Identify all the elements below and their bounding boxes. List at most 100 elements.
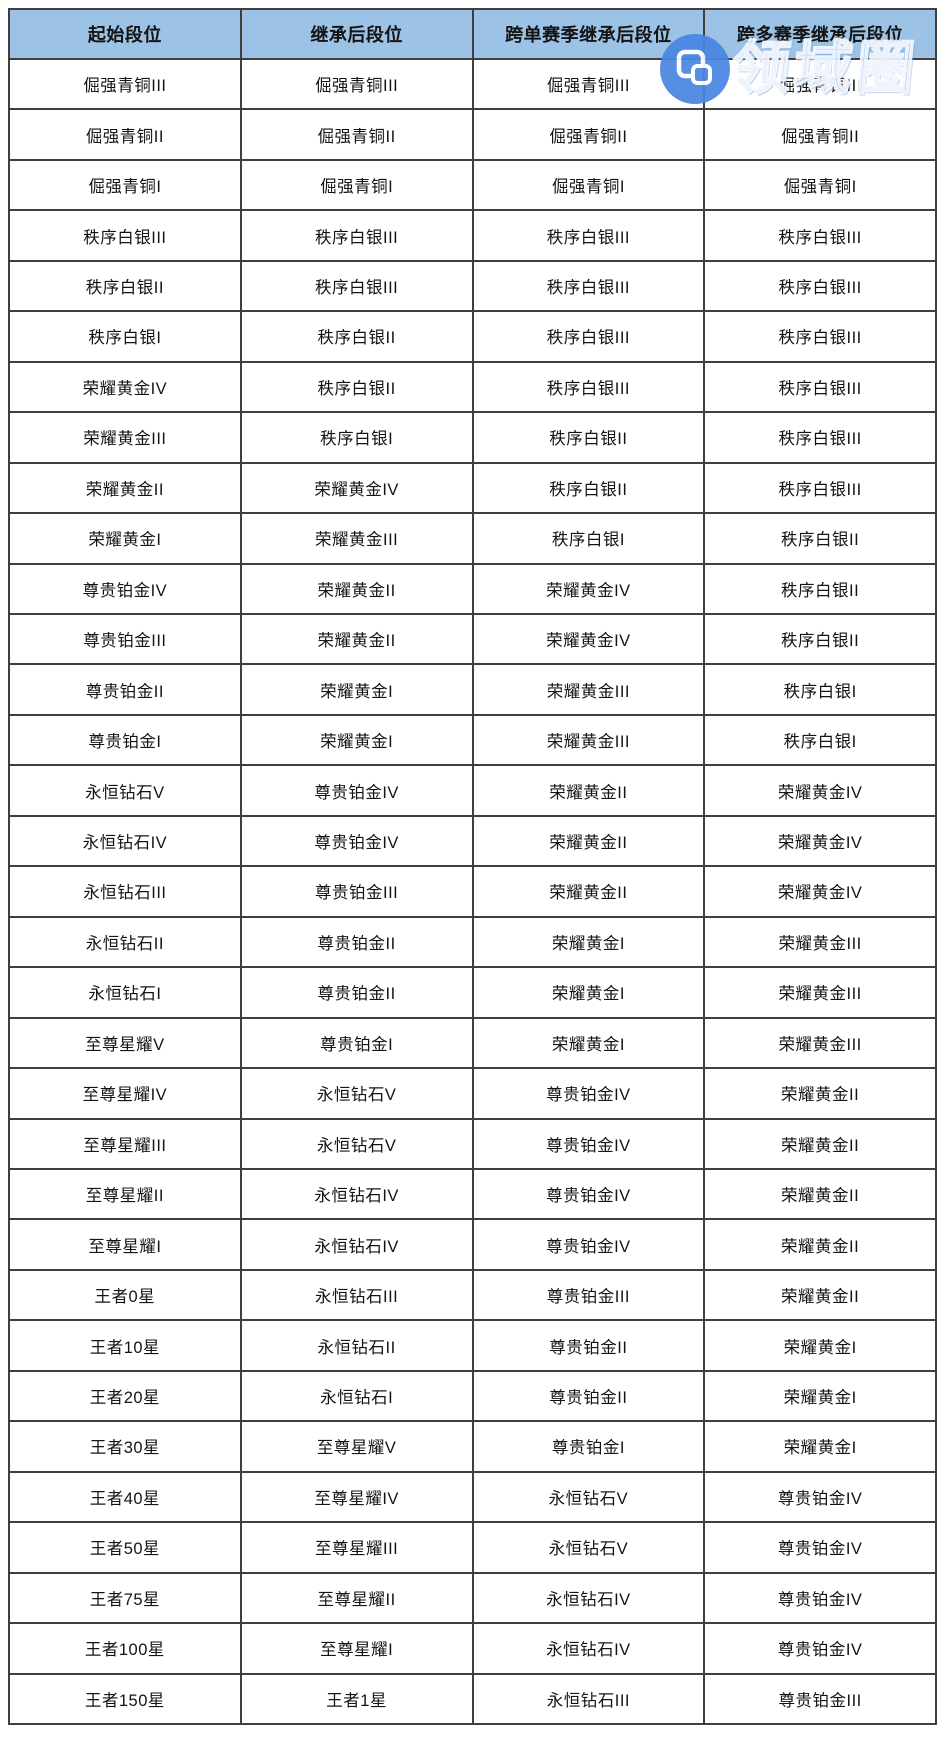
cell-inherited-rank: 荣耀黄金III: [239, 512, 474, 565]
cell-start-rank: 倔强青铜III: [8, 57, 242, 111]
table-row: 尊贵铂金III 荣耀黄金II 荣耀黄金IV 秩序白银II: [8, 612, 937, 666]
cell-start-rank: 王者30星: [8, 1420, 242, 1473]
cell-multi-season-rank: 荣耀黄金II: [703, 1067, 937, 1120]
cell-multi-season-rank: 倔强青铜I: [703, 158, 937, 212]
table-row: 至尊星耀III 永恒钻石V 尊贵铂金IV 荣耀黄金II: [8, 1117, 937, 1170]
table-row: 倔强青铜II 倔强青铜II 倔强青铜II 倔强青铜II: [8, 108, 937, 161]
cell-start-rank: 至尊星耀V: [8, 1016, 242, 1070]
cell-single-season-rank: 尊贵铂金II: [471, 1369, 706, 1423]
cell-single-season-rank: 倔强青铜II: [471, 108, 706, 161]
cell-start-rank: 荣耀黄金III: [8, 411, 242, 464]
table-row: 王者50星 至尊星耀III 永恒钻石V 尊贵铂金IV: [8, 1521, 937, 1574]
cell-start-rank: 荣耀黄金IV: [8, 360, 242, 414]
cell-single-season-rank: 荣耀黄金II: [471, 865, 706, 918]
cell-multi-season-rank: 荣耀黄金II: [703, 1218, 937, 1271]
cell-inherited-rank: 王者1星: [239, 1672, 474, 1725]
cell-multi-season-rank: 秩序白银III: [703, 411, 937, 464]
cell-start-rank: 王者50星: [8, 1521, 242, 1574]
cell-start-rank: 至尊星耀II: [8, 1167, 242, 1221]
cell-single-season-rank: 荣耀黄金I: [471, 1016, 706, 1070]
cell-single-season-rank: 秩序白银III: [471, 360, 706, 414]
cell-inherited-rank: 荣耀黄金II: [239, 612, 474, 666]
cell-single-season-rank: 荣耀黄金I: [471, 915, 706, 969]
table-row: 倔强青铜I 倔强青铜I 倔强青铜I 倔强青铜I: [8, 158, 937, 212]
table-row: 荣耀黄金II 荣耀黄金IV 秩序白银II 秩序白银III: [8, 461, 937, 515]
cell-single-season-rank: 永恒钻石III: [471, 1672, 706, 1725]
cell-inherited-rank: 秩序白银I: [239, 411, 474, 464]
cell-single-season-rank: 尊贵铂金IV: [471, 1117, 706, 1170]
cell-single-season-rank: 尊贵铂金II: [471, 1319, 706, 1372]
cell-start-rank: 永恒钻石III: [8, 865, 242, 918]
cell-start-rank: 永恒钻石V: [8, 764, 242, 817]
table-row: 尊贵铂金I 荣耀黄金I 荣耀黄金III 秩序白银I: [8, 713, 937, 767]
cell-single-season-rank: 秩序白银III: [471, 259, 706, 313]
table-row: 秩序白银III 秩序白银III 秩序白银III 秩序白银III: [8, 209, 937, 262]
cell-single-season-rank: 荣耀黄金I: [471, 966, 706, 1019]
cell-single-season-rank: 荣耀黄金II: [471, 814, 706, 868]
cell-single-season-rank: 秩序白银II: [471, 461, 706, 515]
cell-multi-season-rank: 秩序白银II: [703, 562, 937, 615]
cell-start-rank: 倔强青铜I: [8, 158, 242, 212]
cell-inherited-rank: 尊贵铂金III: [239, 865, 474, 918]
cell-multi-season-rank: 荣耀黄金I: [703, 1420, 937, 1473]
cell-inherited-rank: 永恒钻石IV: [239, 1218, 474, 1271]
cell-start-rank: 王者0星: [8, 1268, 242, 1322]
cell-start-rank: 尊贵铂金I: [8, 713, 242, 767]
table-row: 至尊星耀II 永恒钻石IV 尊贵铂金IV 荣耀黄金II: [8, 1167, 937, 1221]
cell-inherited-rank: 倔强青铜II: [239, 108, 474, 161]
table-row: 荣耀黄金III 秩序白银I 秩序白银II 秩序白银III: [8, 411, 937, 464]
cell-start-rank: 至尊星耀IV: [8, 1067, 242, 1120]
rank-inheritance-table: 起始段位 继承后段位 跨单赛季继承后段位 跨多赛季继承后段位 倔强青铜III 倔…: [8, 8, 937, 1725]
table-row: 王者150星 王者1星 永恒钻石III 尊贵铂金III: [8, 1672, 937, 1725]
cell-inherited-rank: 至尊星耀IV: [239, 1470, 474, 1524]
cell-start-rank: 永恒钻石I: [8, 966, 242, 1019]
cell-multi-season-rank: 荣耀黄金I: [703, 1319, 937, 1372]
cell-multi-season-rank: 荣耀黄金III: [703, 915, 937, 969]
header-inherited-rank: 继承后段位: [239, 8, 474, 60]
cell-multi-season-rank: 尊贵铂金IV: [703, 1470, 937, 1524]
cell-inherited-rank: 尊贵铂金I: [239, 1016, 474, 1070]
cell-start-rank: 秩序白银II: [8, 259, 242, 313]
cell-multi-season-rank: 荣耀黄金III: [703, 1016, 937, 1070]
cell-start-rank: 倔强青铜II: [8, 108, 242, 161]
cell-inherited-rank: 至尊星耀III: [239, 1521, 474, 1574]
table-row: 永恒钻石V 尊贵铂金IV 荣耀黄金II 荣耀黄金IV: [8, 764, 937, 817]
cell-multi-season-rank: 荣耀黄金I: [703, 1369, 937, 1423]
table-row: 王者100星 至尊星耀I 永恒钻石IV 尊贵铂金IV: [8, 1622, 937, 1675]
cell-single-season-rank: 荣耀黄金IV: [471, 562, 706, 615]
cell-inherited-rank: 至尊星耀II: [239, 1571, 474, 1625]
cell-multi-season-rank: 尊贵铂金IV: [703, 1622, 937, 1675]
cell-single-season-rank: 永恒钻石V: [471, 1470, 706, 1524]
table-row: 王者30星 至尊星耀V 尊贵铂金I 荣耀黄金I: [8, 1420, 937, 1473]
table-header: 起始段位 继承后段位 跨单赛季继承后段位 跨多赛季继承后段位: [8, 8, 937, 60]
table-row: 至尊星耀I 永恒钻石IV 尊贵铂金IV 荣耀黄金II: [8, 1218, 937, 1271]
cell-start-rank: 王者75星: [8, 1571, 242, 1625]
cell-multi-season-rank: 荣耀黄金II: [703, 1268, 937, 1322]
cell-start-rank: 秩序白银I: [8, 310, 242, 363]
cell-single-season-rank: 荣耀黄金III: [471, 663, 706, 716]
cell-inherited-rank: 荣耀黄金I: [239, 713, 474, 767]
cell-single-season-rank: 荣耀黄金III: [471, 713, 706, 767]
table-row: 至尊星耀V 尊贵铂金I 荣耀黄金I 荣耀黄金III: [8, 1016, 937, 1070]
cell-inherited-rank: 永恒钻石V: [239, 1117, 474, 1170]
cell-multi-season-rank: 荣耀黄金II: [703, 1117, 937, 1170]
table-row: 王者10星 永恒钻石II 尊贵铂金II 荣耀黄金I: [8, 1319, 937, 1372]
cell-single-season-rank: 秩序白银I: [471, 512, 706, 565]
cell-inherited-rank: 至尊星耀I: [239, 1622, 474, 1675]
table-row: 秩序白银I 秩序白银II 秩序白银III 秩序白银III: [8, 310, 937, 363]
cell-inherited-rank: 永恒钻石II: [239, 1319, 474, 1372]
cell-inherited-rank: 秩序白银III: [239, 259, 474, 313]
cell-inherited-rank: 倔强青铜III: [239, 57, 474, 111]
cell-single-season-rank: 尊贵铂金IV: [471, 1167, 706, 1221]
cell-single-season-rank: 荣耀黄金II: [471, 764, 706, 817]
cell-multi-season-rank: 秩序白银III: [703, 360, 937, 414]
cell-single-season-rank: 荣耀黄金IV: [471, 612, 706, 666]
cell-inherited-rank: 尊贵铂金II: [239, 915, 474, 969]
cell-start-rank: 尊贵铂金II: [8, 663, 242, 716]
table-row: 王者20星 永恒钻石I 尊贵铂金II 荣耀黄金I: [8, 1369, 937, 1423]
table-row: 永恒钻石I 尊贵铂金II 荣耀黄金I 荣耀黄金III: [8, 966, 937, 1019]
cell-inherited-rank: 荣耀黄金I: [239, 663, 474, 716]
cell-start-rank: 秩序白银III: [8, 209, 242, 262]
cell-multi-season-rank: 荣耀黄金IV: [703, 865, 937, 918]
